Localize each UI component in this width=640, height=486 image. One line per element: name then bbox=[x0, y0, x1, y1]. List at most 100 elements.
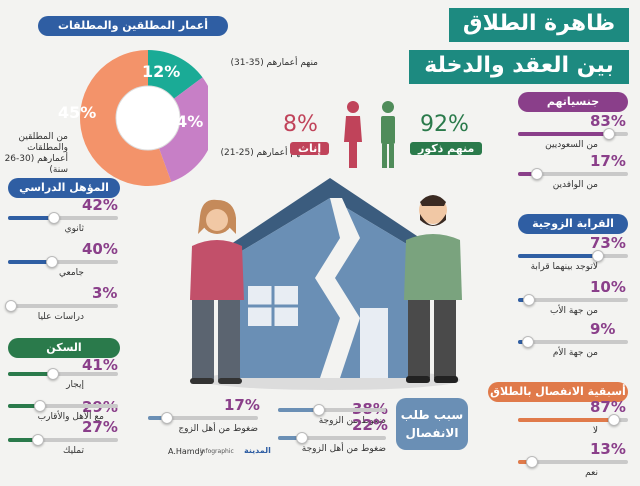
female-label: إناث bbox=[290, 142, 330, 155]
nationality-slider-knob-0 bbox=[603, 128, 616, 140]
housing-header: السكن bbox=[8, 338, 120, 358]
kinship-bar-0 bbox=[518, 250, 628, 262]
nationality-bar-1 bbox=[518, 168, 628, 180]
credit-paper: المدينة bbox=[244, 446, 271, 455]
housing-pct-2: 27% bbox=[82, 418, 118, 436]
nationality-bar-fill-0 bbox=[518, 132, 610, 136]
man-figure bbox=[404, 195, 462, 383]
priority-bar-fill-1 bbox=[518, 460, 533, 464]
ages-label-26-30: من المطلقين والمطلقات أعمارهم (30-26 سنة… bbox=[4, 132, 68, 175]
education-pct-2: 3% bbox=[92, 284, 118, 302]
priority-pct-0: 87% bbox=[590, 398, 626, 416]
reasons-label-2: ضغوط من أهل الزوج bbox=[178, 424, 258, 434]
housing-bar-0 bbox=[8, 368, 118, 380]
education-bar-fill-1 bbox=[8, 260, 52, 264]
kinship-label-2: من جهة الأم bbox=[552, 348, 598, 358]
male-pct: 92% bbox=[420, 112, 469, 137]
reasons-bar-0 bbox=[278, 404, 386, 416]
priority-bar-fill-0 bbox=[518, 418, 614, 422]
education-label-2: دراسات عليا bbox=[37, 312, 84, 322]
reasons-bar-fill-1 bbox=[278, 436, 302, 440]
nationality-slider-knob-1 bbox=[530, 168, 543, 180]
kinship-pct-1: 10% bbox=[590, 278, 626, 296]
education-slider-knob-1 bbox=[46, 256, 58, 268]
reasons-slider-knob-1 bbox=[295, 432, 308, 444]
reasons-bar-fill-2 bbox=[148, 416, 167, 420]
nationality-pct-1: 17% bbox=[590, 152, 626, 170]
housing-slider-knob-0 bbox=[47, 368, 60, 380]
woman-figure bbox=[190, 199, 244, 384]
housing-label-0: إيجار bbox=[66, 380, 84, 390]
kinship-pct-2: 9% bbox=[590, 320, 616, 338]
donut-hole bbox=[115, 85, 181, 151]
male-label: منهم ذكور bbox=[410, 142, 483, 155]
ages-label-31-35: منهم أعمارهم (35-31) bbox=[230, 58, 318, 68]
female-pct: 8% bbox=[283, 112, 318, 137]
donut-pct-24: 24% bbox=[165, 112, 204, 131]
kinship-header: القرابة الزوجية bbox=[518, 214, 628, 234]
reasons-bar-1 bbox=[278, 432, 386, 444]
education-slider-knob-0 bbox=[48, 212, 61, 224]
education-slider-knob-2 bbox=[5, 300, 18, 312]
ages-header: أعمار المطلقين والمطلقات bbox=[38, 16, 228, 36]
nationality-label-1: من الوافدين bbox=[552, 180, 598, 190]
kinship-slider-knob-0 bbox=[592, 250, 605, 262]
nationality-header: جنسياتهم bbox=[518, 92, 628, 112]
housing-bar-1 bbox=[8, 400, 118, 412]
reasons-label-1: ضغوط من أهل الزوجة bbox=[301, 444, 386, 454]
kinship-pct-0: 73% bbox=[590, 234, 626, 252]
priority-label-1: نعم bbox=[585, 468, 598, 478]
priority-label-0: لا bbox=[592, 426, 598, 436]
education-bar-1 bbox=[8, 256, 118, 268]
nationality-pct-0: 83% bbox=[590, 112, 626, 130]
reasons-slider-knob-0 bbox=[313, 404, 326, 416]
kinship-slider-knob-1 bbox=[523, 294, 535, 306]
education-bar-0 bbox=[8, 212, 118, 224]
title-line2: بين العقد والدخلة bbox=[409, 50, 629, 84]
nationality-label-0: من السعوديين bbox=[545, 140, 598, 150]
ages-label-21-25: منهم أعمارهم (25-21) bbox=[220, 148, 308, 158]
reasons-bar-fill-0 bbox=[278, 408, 320, 412]
priority-bar-0 bbox=[518, 414, 628, 426]
reasons-label-0: ضغوط من الزوجة bbox=[318, 416, 386, 426]
education-header: المؤهل الدراسي bbox=[8, 178, 120, 198]
broken-house-illustration bbox=[200, 178, 460, 390]
housing-label-1: مع الأهل والأقارب bbox=[37, 412, 104, 422]
kinship-bar-1 bbox=[518, 294, 628, 306]
credit-author: A.Hamdy bbox=[168, 447, 205, 456]
male-icon bbox=[381, 101, 395, 168]
donut-slice-2 bbox=[80, 50, 172, 186]
kinship-label-1: من جهة الأب bbox=[549, 306, 598, 316]
education-bar-fill-0 bbox=[8, 216, 55, 220]
kinship-bar-fill-0 bbox=[518, 254, 599, 258]
reasons-header: سبب طلب الانفصال bbox=[396, 398, 468, 450]
kinship-label-0: لاتوجد بينهما قرابة bbox=[530, 262, 598, 272]
housing-bar-fill-0 bbox=[8, 372, 54, 376]
education-label-0: ثانوي bbox=[64, 224, 84, 234]
housing-slider-knob-2 bbox=[31, 434, 44, 446]
housing-slider-knob-1 bbox=[33, 400, 46, 412]
ages-donut-chart bbox=[80, 50, 208, 186]
title-line1: ظاهرة الطلاق bbox=[449, 8, 629, 42]
kinship-bar-2 bbox=[518, 336, 628, 348]
education-pct-1: 40% bbox=[82, 240, 118, 258]
priority-slider-knob-0 bbox=[607, 414, 620, 426]
kinship-slider-knob-2 bbox=[521, 336, 534, 348]
donut-pct-45: 45% bbox=[58, 103, 97, 122]
education-label-1: جامعي bbox=[59, 268, 84, 278]
priority-header: أسبقية الانفصال بالطلاق bbox=[488, 382, 628, 402]
donut-slice-0 bbox=[148, 50, 203, 99]
credit-word: infographic bbox=[200, 448, 234, 455]
housing-bar-fill-1 bbox=[8, 404, 40, 408]
female-icon bbox=[344, 101, 362, 168]
education-pct-0: 42% bbox=[82, 196, 118, 214]
reasons-slider-knob-2 bbox=[160, 412, 173, 424]
donut-slice-1 bbox=[158, 77, 208, 182]
housing-label-2: تمليك bbox=[63, 446, 84, 456]
reasons-pct-2: 17% bbox=[224, 396, 260, 414]
nationality-bar-0 bbox=[518, 128, 628, 140]
housing-bar-fill-2 bbox=[8, 438, 38, 442]
education-bar-2 bbox=[5, 300, 118, 312]
housing-pct-0: 41% bbox=[82, 356, 118, 374]
reasons-bar-2 bbox=[148, 412, 258, 424]
